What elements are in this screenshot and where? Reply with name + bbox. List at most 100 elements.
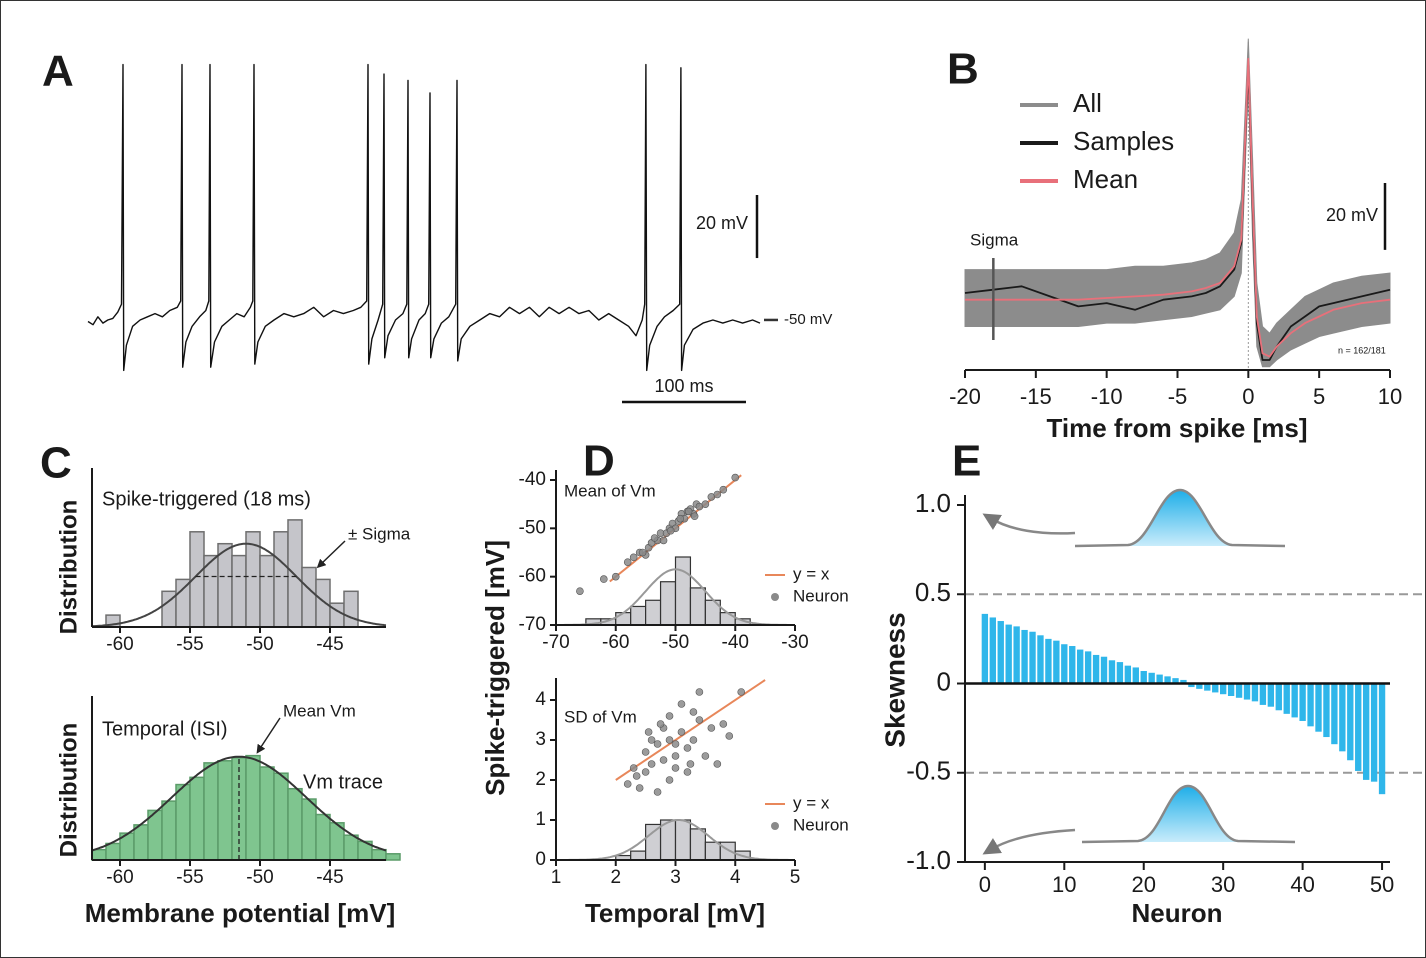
histogram-bar	[719, 612, 736, 626]
bar	[1283, 683, 1290, 714]
y-axis-title: Distribution	[55, 500, 82, 635]
annotation: Mean of Vm	[564, 481, 656, 500]
trace	[87, 63, 761, 372]
bar	[1196, 683, 1203, 689]
arrow	[982, 828, 1076, 855]
bar	[1069, 646, 1076, 684]
bar	[1092, 654, 1100, 684]
bar	[1378, 683, 1386, 795]
bar	[1251, 683, 1259, 702]
bar	[1370, 683, 1378, 782]
histogram-bar	[385, 853, 401, 861]
histogram-bar	[161, 800, 177, 861]
histogram-bar	[301, 566, 317, 628]
bar	[1045, 638, 1052, 684]
histogram-bar	[287, 519, 303, 628]
arrow	[316, 540, 346, 569]
x-tick-label: -20	[949, 384, 981, 409]
bar	[1116, 662, 1124, 684]
x-tick-label: -5	[1168, 384, 1188, 409]
histogram-bar	[615, 612, 632, 626]
x-tick-label: 5	[1313, 384, 1325, 409]
bar	[1362, 683, 1370, 780]
scatter-point	[665, 736, 674, 744]
bar	[981, 613, 989, 684]
y-axis-title: Distribution	[55, 723, 82, 858]
histogram-bar	[659, 581, 677, 626]
scatter-point	[689, 708, 698, 716]
bar	[1323, 683, 1330, 738]
bar	[1331, 683, 1338, 745]
bar	[1124, 665, 1132, 684]
scatter-point	[677, 728, 686, 736]
x-tick-label: 5	[790, 867, 801, 888]
scatter-point	[689, 736, 698, 744]
scatter-point	[731, 473, 740, 482]
bar	[1235, 683, 1243, 698]
scatter-point	[671, 764, 680, 772]
histogram-bar	[203, 762, 219, 861]
x-axis-title: Membrane potential [mV]	[85, 898, 396, 928]
x-tick-label: -60	[602, 632, 629, 653]
x-axis-title: Time from spike [ms]	[1046, 413, 1307, 443]
histogram-bar	[273, 772, 289, 861]
histogram-bar	[630, 850, 647, 861]
fit-curve	[556, 568, 795, 626]
y-axis-title: Skewness	[879, 612, 910, 747]
scatter-point	[647, 736, 656, 744]
scale-bar-label: 20 mV	[696, 213, 748, 233]
histogram-bar	[343, 834, 359, 861]
histogram-bar	[217, 542, 233, 628]
legend-label: Samples	[1073, 126, 1174, 156]
chart-title: Spike-triggered (18 ms)	[102, 488, 311, 510]
legend-label: Neuron	[793, 586, 849, 605]
scatter-point	[635, 784, 644, 792]
panel-letter: D	[583, 437, 615, 486]
scatter-point	[665, 712, 674, 720]
bar	[1315, 683, 1322, 732]
scatter-point	[695, 688, 704, 696]
legend-label: y = x	[793, 793, 830, 812]
legend-label: All	[1073, 88, 1102, 118]
histogram-bar	[315, 813, 331, 861]
scatter-point	[641, 748, 650, 756]
scatter-point	[713, 490, 722, 499]
sample-count: n = 162/181	[1338, 345, 1386, 355]
x-tick-label: 4	[730, 867, 741, 888]
bell-icon	[1074, 488, 1286, 548]
histogram-bar	[315, 578, 331, 628]
scatter-point	[623, 558, 632, 566]
scatter-point	[611, 572, 620, 581]
bar	[1220, 683, 1227, 695]
scatter-point	[690, 512, 699, 521]
panel-letter: C	[40, 439, 72, 488]
x-tick-label: -55	[176, 867, 203, 888]
legend-swatch	[771, 822, 779, 830]
histogram-bar	[343, 590, 359, 628]
annotation: SD of Vm	[564, 707, 637, 726]
bar	[1077, 649, 1084, 684]
trace	[965, 57, 1391, 358]
x-tick-label: 20	[1131, 872, 1155, 897]
x-axis-title: Neuron	[1132, 898, 1223, 928]
bar	[1347, 683, 1354, 761]
bar	[1339, 683, 1346, 752]
scatter-point	[650, 534, 659, 542]
scatter-point	[638, 548, 647, 557]
scatter-point	[576, 587, 584, 595]
bar	[1156, 674, 1163, 684]
scatter-point	[676, 514, 685, 523]
sigma-label: Sigma	[970, 230, 1019, 249]
arrow	[256, 717, 281, 754]
y-tick-label: 4	[535, 689, 546, 710]
scatter-point	[683, 744, 692, 752]
bar	[1148, 672, 1155, 684]
histogram-bar	[189, 776, 205, 861]
scatter-point	[632, 772, 641, 780]
histogram-bar	[645, 599, 662, 626]
bar	[1100, 656, 1108, 684]
scatter-point	[647, 760, 656, 768]
bar	[1291, 683, 1298, 718]
